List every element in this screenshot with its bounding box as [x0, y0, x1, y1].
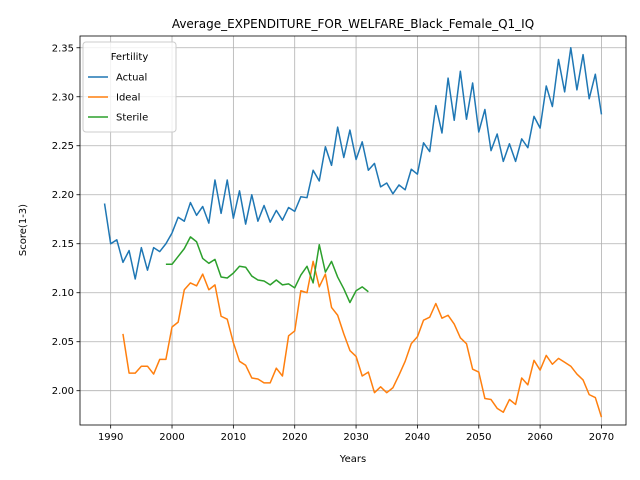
- x-tick-label: 1990: [98, 432, 123, 443]
- y-tick-label: 2.35: [52, 43, 74, 54]
- y-tick-label: 2.00: [52, 386, 74, 397]
- series-line-sterile: [165, 236, 369, 304]
- x-tick-label: 2050: [466, 432, 491, 443]
- y-tick-label: 2.20: [52, 190, 74, 201]
- legend-box: [82, 41, 177, 133]
- legend-label-actual: Actual: [116, 73, 147, 84]
- y-tick-label: 2.15: [52, 239, 74, 250]
- x-tick-label: 2020: [282, 432, 307, 443]
- x-tick-label: 2030: [343, 432, 368, 443]
- plot-frame: [79, 35, 627, 426]
- y-axis-label: Score(1-3): [18, 204, 29, 256]
- x-axis-label: Years: [339, 454, 366, 465]
- x-tick-label: 2000: [159, 432, 184, 443]
- legend-label-sterile: Sterile: [116, 113, 148, 124]
- series-lines: [103, 47, 603, 418]
- legend-label-ideal: Ideal: [116, 93, 140, 104]
- chart-title: Average_EXPENDITURE_FOR_WELFARE_Black_Fe…: [172, 17, 534, 31]
- x-tick-label: 2040: [405, 432, 430, 443]
- x-tick-label: 2070: [589, 432, 614, 443]
- y-tick-label: 2.25: [52, 141, 74, 152]
- x-axis: 1990 2000 2010 2020 2030 2040 2050 2060 2070: [98, 425, 614, 443]
- series-line-ideal: [122, 260, 603, 418]
- x-tick-label: 2060: [527, 432, 552, 443]
- series-line-actual: [103, 47, 603, 280]
- legend: Fertility Actual Ideal Sterile: [82, 41, 177, 133]
- y-tick-label: 2.05: [52, 337, 74, 348]
- y-tick-label: 2.10: [52, 288, 74, 299]
- y-axis: 2.00 2.05 2.10 2.15 2.20 2.25 2.30 2.35: [52, 43, 80, 397]
- y-tick-label: 2.30: [52, 92, 74, 103]
- legend-title: Fertility: [111, 52, 149, 63]
- x-tick-label: 2010: [221, 432, 246, 443]
